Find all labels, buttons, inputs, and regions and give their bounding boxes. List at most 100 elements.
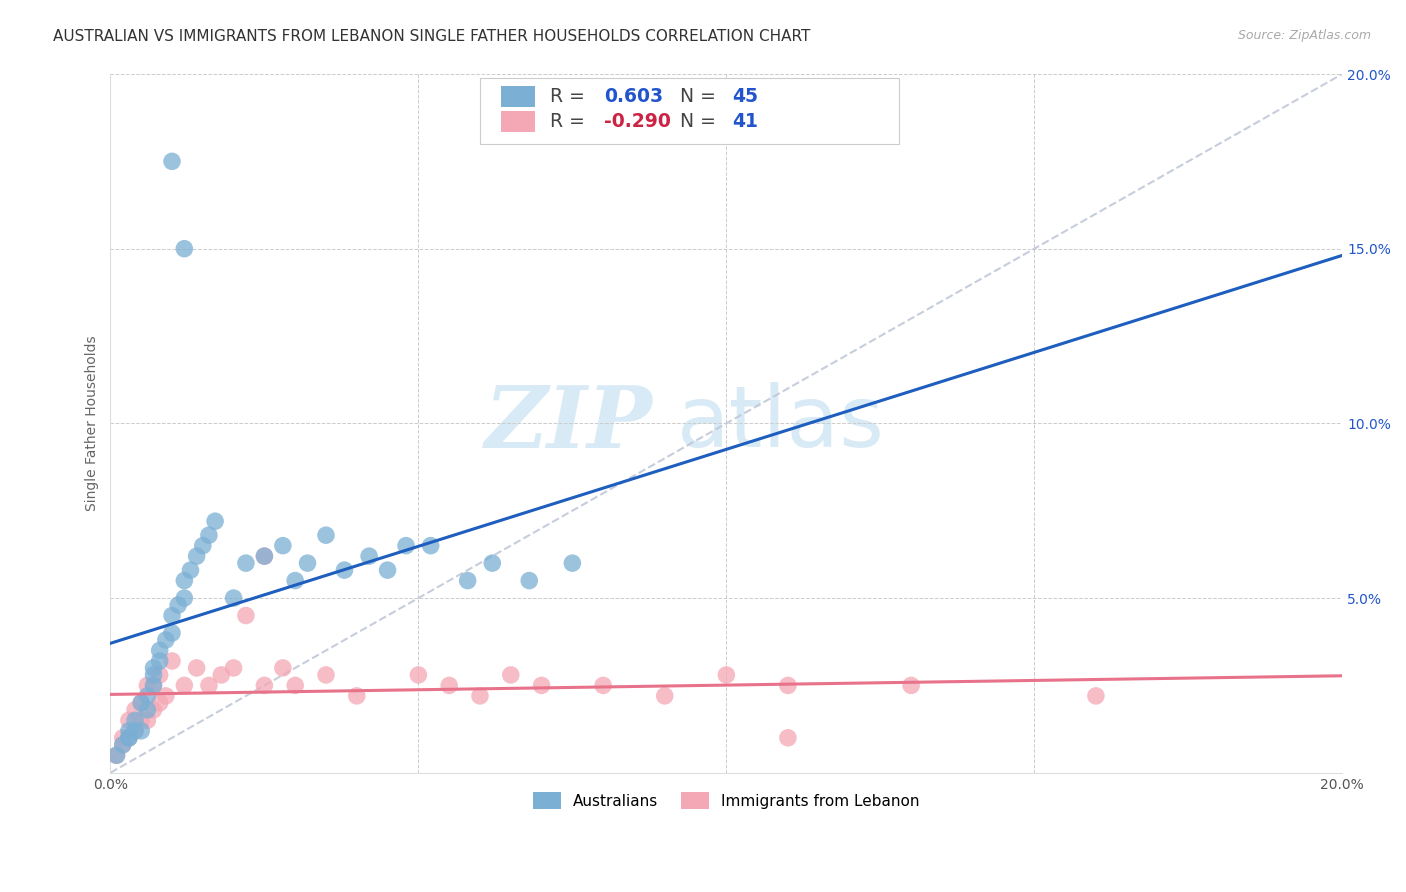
Point — [167, 598, 190, 612]
Point — [253, 549, 276, 563]
Point — [776, 731, 799, 745]
Point — [149, 654, 172, 668]
Point — [530, 678, 553, 692]
Point — [198, 528, 221, 542]
Text: -0.290: -0.290 — [605, 112, 671, 131]
Point — [142, 703, 165, 717]
Point — [776, 678, 799, 692]
Point — [160, 654, 183, 668]
Point — [222, 661, 245, 675]
Point — [481, 556, 503, 570]
Point — [271, 539, 294, 553]
Point — [315, 528, 337, 542]
Point — [136, 703, 159, 717]
Point — [222, 591, 245, 605]
Point — [654, 689, 676, 703]
Point — [271, 661, 294, 675]
Point — [129, 696, 152, 710]
Text: R =: R = — [550, 87, 591, 106]
Point — [284, 574, 307, 588]
Point — [186, 661, 208, 675]
Text: AUSTRALIAN VS IMMIGRANTS FROM LEBANON SINGLE FATHER HOUSEHOLDS CORRELATION CHART: AUSTRALIAN VS IMMIGRANTS FROM LEBANON SI… — [53, 29, 811, 44]
Point — [395, 539, 418, 553]
Point — [160, 608, 183, 623]
Text: N =: N = — [679, 87, 721, 106]
Point — [284, 678, 307, 692]
Text: R =: R = — [550, 112, 591, 131]
Point — [315, 668, 337, 682]
Text: atlas: atlas — [678, 382, 884, 465]
Point — [142, 678, 165, 692]
Point — [377, 563, 399, 577]
Y-axis label: Single Father Households: Single Father Households — [86, 335, 100, 511]
Point — [173, 242, 195, 256]
Point — [716, 668, 738, 682]
Point — [253, 678, 276, 692]
FancyBboxPatch shape — [479, 78, 898, 144]
Point — [186, 549, 208, 563]
Point — [457, 574, 479, 588]
Text: 41: 41 — [733, 112, 758, 131]
Point — [160, 626, 183, 640]
Point — [173, 591, 195, 605]
Text: 0.603: 0.603 — [605, 87, 664, 106]
Point — [437, 678, 460, 692]
Point — [136, 689, 159, 703]
Point — [297, 556, 319, 570]
Point — [124, 714, 146, 728]
Point — [173, 678, 195, 692]
Point — [142, 668, 165, 682]
Point — [561, 556, 583, 570]
Point — [198, 678, 221, 692]
Point — [124, 703, 146, 717]
Point — [136, 678, 159, 692]
Point — [105, 748, 128, 763]
Point — [111, 731, 134, 745]
Point — [129, 714, 152, 728]
Point — [468, 689, 491, 703]
Point — [209, 668, 232, 682]
Point — [118, 731, 141, 745]
Point — [118, 731, 141, 745]
Point — [118, 723, 141, 738]
Point — [253, 549, 276, 563]
Point — [592, 678, 614, 692]
Point — [408, 668, 430, 682]
Point — [118, 714, 141, 728]
Point — [173, 574, 195, 588]
Point — [333, 563, 356, 577]
Point — [499, 668, 522, 682]
Point — [155, 689, 177, 703]
Point — [136, 714, 159, 728]
Point — [149, 643, 172, 657]
Point — [129, 723, 152, 738]
Point — [900, 678, 922, 692]
Point — [191, 539, 214, 553]
Point — [118, 731, 141, 745]
Point — [235, 556, 257, 570]
Point — [346, 689, 368, 703]
Point — [149, 696, 172, 710]
Point — [105, 748, 128, 763]
Legend: Australians, Immigrants from Lebanon: Australians, Immigrants from Lebanon — [527, 786, 925, 815]
Point — [142, 678, 165, 692]
Text: ZIP: ZIP — [485, 382, 652, 465]
Point — [149, 668, 172, 682]
Text: N =: N = — [679, 112, 721, 131]
Text: 45: 45 — [733, 87, 758, 106]
Point — [155, 632, 177, 647]
FancyBboxPatch shape — [501, 86, 536, 107]
Point — [517, 574, 540, 588]
Point — [179, 563, 201, 577]
Text: Source: ZipAtlas.com: Source: ZipAtlas.com — [1237, 29, 1371, 42]
Point — [359, 549, 381, 563]
Point — [419, 539, 441, 553]
FancyBboxPatch shape — [501, 111, 536, 132]
Point — [142, 661, 165, 675]
Point — [160, 154, 183, 169]
Point — [111, 738, 134, 752]
Point — [235, 608, 257, 623]
Point — [204, 514, 226, 528]
Point — [1084, 689, 1107, 703]
Point — [124, 723, 146, 738]
